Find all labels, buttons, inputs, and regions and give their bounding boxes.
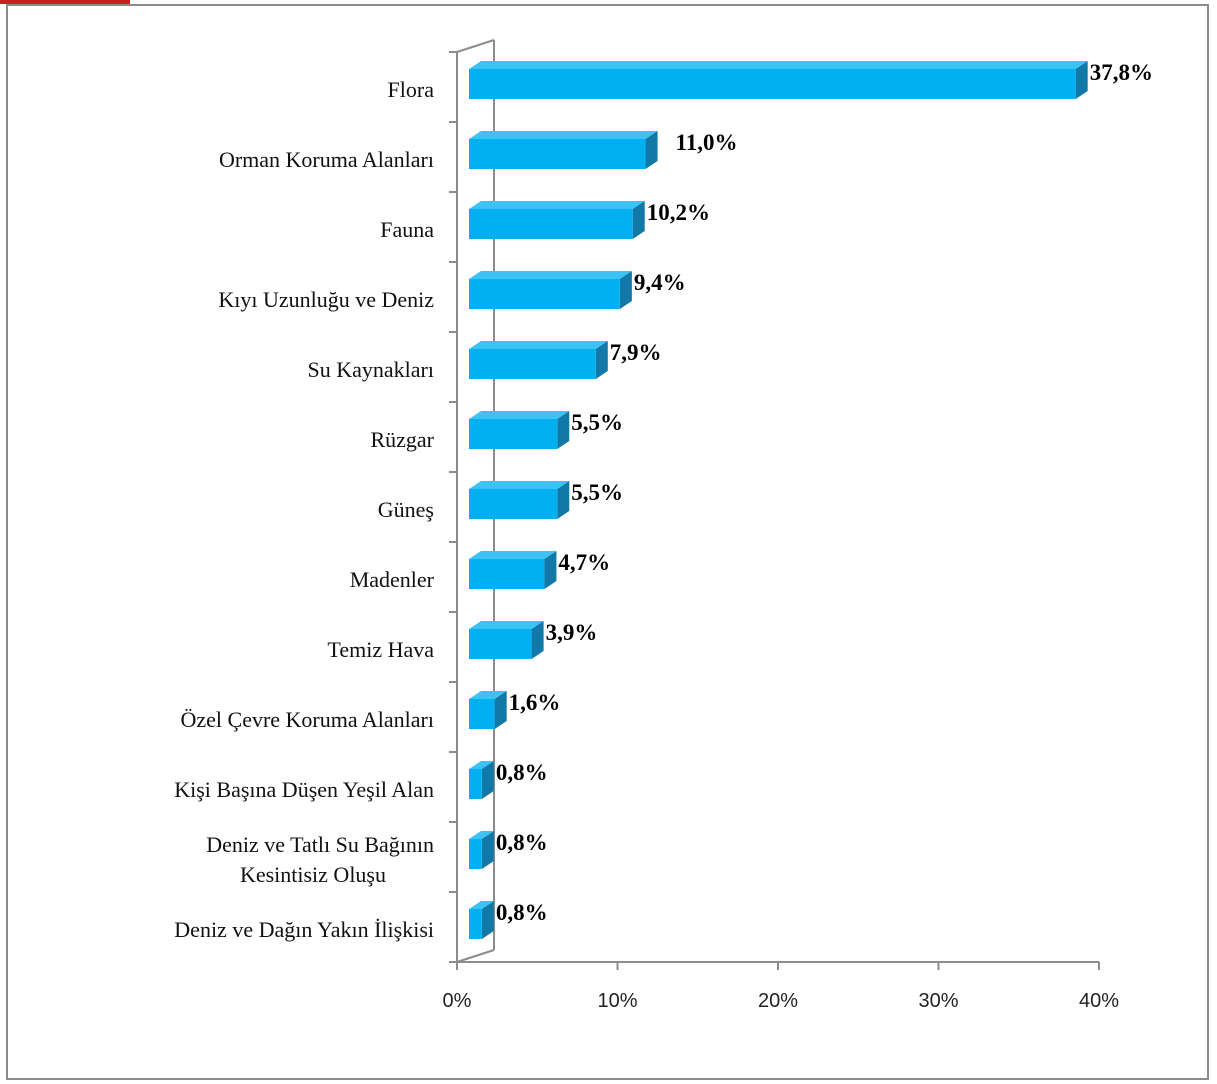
bar bbox=[469, 209, 633, 239]
chart-axes bbox=[449, 39, 1100, 970]
bar-side-face bbox=[557, 481, 570, 519]
bar bbox=[469, 139, 646, 169]
data-label: 10,2% bbox=[647, 200, 710, 225]
x-tick-label: 10% bbox=[597, 990, 637, 1012]
data-label: 4,7% bbox=[558, 550, 610, 575]
category-label: Su Kaynakları bbox=[308, 357, 434, 382]
bar-side-face bbox=[481, 831, 494, 869]
chart-labels: 0% 10% 20% 30% 40% 37,8% 11,0% 10,2% 9,4% 7,9% 5,5… bbox=[174, 60, 1153, 1012]
bar bbox=[469, 419, 558, 449]
bar-side-face bbox=[557, 411, 570, 449]
x-tick-label: 0% bbox=[443, 990, 472, 1012]
axis-depth-top bbox=[456, 39, 495, 53]
bar-side-face bbox=[645, 131, 658, 169]
bar bbox=[469, 489, 558, 519]
bar-top-face bbox=[469, 831, 494, 839]
x-tick-label: 30% bbox=[918, 990, 958, 1012]
category-label: Deniz ve Dağın Yakın İlişkisi bbox=[174, 917, 434, 942]
category-label: Flora bbox=[388, 77, 435, 102]
bar-top-face bbox=[469, 411, 570, 419]
bar-side-face bbox=[595, 341, 608, 379]
bar bbox=[469, 769, 482, 799]
bar bbox=[469, 559, 545, 589]
bar-side-face bbox=[1075, 61, 1088, 99]
category-label: Temiz Hava bbox=[327, 637, 434, 662]
data-label: 9,4% bbox=[634, 270, 686, 295]
bar-top-face bbox=[469, 481, 570, 489]
bar bbox=[469, 699, 495, 729]
bar bbox=[469, 839, 482, 869]
data-label: 0,8% bbox=[496, 760, 548, 785]
bar bbox=[469, 629, 532, 659]
bar bbox=[469, 279, 620, 309]
data-label: 7,9% bbox=[610, 340, 662, 365]
bar-top-face bbox=[469, 761, 494, 769]
category-label: Güneş bbox=[378, 497, 434, 522]
category-label: Orman Koruma Alanları bbox=[219, 147, 434, 172]
bar-side-face bbox=[494, 691, 507, 729]
data-label: 5,5% bbox=[571, 410, 623, 435]
bar bbox=[469, 349, 596, 379]
bar-top-face bbox=[469, 131, 658, 139]
category-label: Deniz ve Tatlı Su Bağının Kesintisiz Oluş… bbox=[206, 832, 434, 887]
bar-side-face bbox=[481, 901, 494, 939]
x-tick-label: 40% bbox=[1079, 990, 1119, 1012]
bar-top-face bbox=[469, 621, 544, 629]
chart-frame bbox=[6, 4, 1209, 1080]
bar-side-face bbox=[531, 621, 544, 659]
data-label: 37,8% bbox=[1090, 60, 1153, 85]
data-label: 3,9% bbox=[546, 620, 598, 645]
bar-side-face bbox=[632, 201, 645, 239]
bar-side-face bbox=[544, 551, 557, 589]
bar-side-face bbox=[481, 761, 494, 799]
category-label: Kıyı Uzunluğu ve Deniz bbox=[218, 287, 434, 312]
bar-top-face bbox=[469, 691, 507, 699]
data-label: 11,0% bbox=[676, 130, 738, 155]
bar-side-face bbox=[619, 271, 632, 309]
bar-top-face bbox=[469, 61, 1088, 69]
x-tick-label: 20% bbox=[758, 990, 798, 1012]
data-label: 0,8% bbox=[496, 830, 548, 855]
category-label: Madenler bbox=[350, 567, 435, 592]
bar-top-face bbox=[469, 901, 494, 909]
bar-top-face bbox=[469, 201, 645, 209]
category-label: Rüzgar bbox=[370, 427, 434, 452]
data-label: 5,5% bbox=[571, 480, 623, 505]
data-label: 0,8% bbox=[496, 900, 548, 925]
bar-top-face bbox=[469, 271, 632, 279]
axis-depth-bottom bbox=[456, 949, 495, 963]
data-label: 1,6% bbox=[509, 690, 561, 715]
category-label: Fauna bbox=[380, 217, 434, 242]
bar-top-face bbox=[469, 551, 557, 559]
category-label: Özel Çevre Koruma Alanları bbox=[180, 707, 434, 732]
header-fragment-mark bbox=[0, 0, 130, 4]
bar bbox=[469, 909, 482, 939]
bar-top-face bbox=[469, 341, 608, 349]
bar bbox=[469, 69, 1076, 99]
chart-bars bbox=[469, 61, 1088, 939]
category-label: Kişi Başına Düşen Yeşil Alan bbox=[174, 777, 434, 802]
